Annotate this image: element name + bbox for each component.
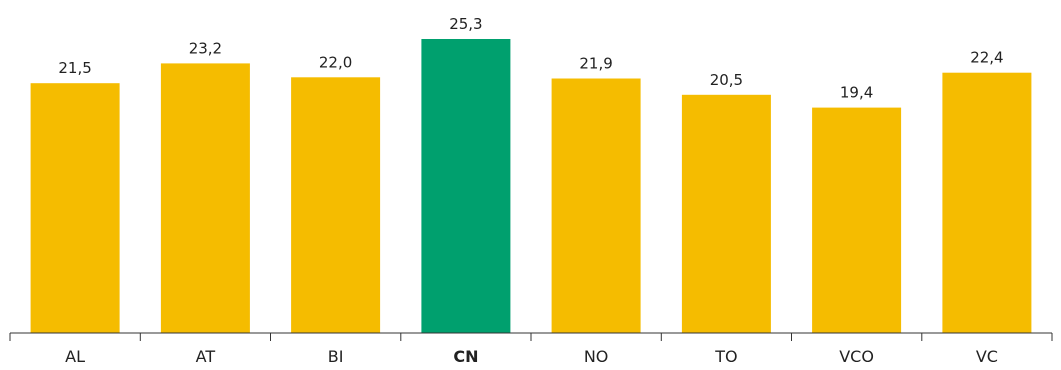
bar-al (30, 83, 120, 333)
bars-group (30, 39, 1032, 334)
value-label-to: 20,5 (710, 71, 743, 89)
value-label-at: 23,2 (189, 39, 222, 57)
category-label-no: NO (584, 347, 609, 366)
category-labels-group: AL AT BI CN NO TO VCO VC (65, 347, 998, 366)
value-label-bi: 22,0 (319, 53, 352, 71)
bar-vco (812, 107, 902, 333)
value-label-vco: 19,4 (840, 84, 873, 102)
category-label-to: TO (714, 347, 737, 366)
bar-to (681, 94, 771, 333)
bar-vc (942, 72, 1032, 333)
category-label-at: AT (196, 347, 216, 366)
category-label-vco: VCO (839, 347, 874, 366)
value-label-cn: 25,3 (449, 15, 482, 33)
category-label-al: AL (65, 347, 85, 366)
value-label-no: 21,9 (579, 55, 612, 73)
bar-cn (421, 39, 511, 333)
value-labels-group: 21,5 23,2 22,0 25,3 21,9 20,5 19,4 22,4 (58, 15, 1003, 102)
value-label-al: 21,5 (58, 59, 91, 77)
category-label-bi: BI (328, 347, 344, 366)
category-label-cn: CN (453, 347, 478, 366)
value-label-vc: 22,4 (970, 49, 1003, 67)
bar-bi (291, 77, 381, 333)
x-axis-ticks-group (9, 333, 1053, 341)
bar-no (551, 78, 641, 333)
category-label-vc: VC (976, 347, 998, 366)
bar-at (160, 63, 250, 334)
